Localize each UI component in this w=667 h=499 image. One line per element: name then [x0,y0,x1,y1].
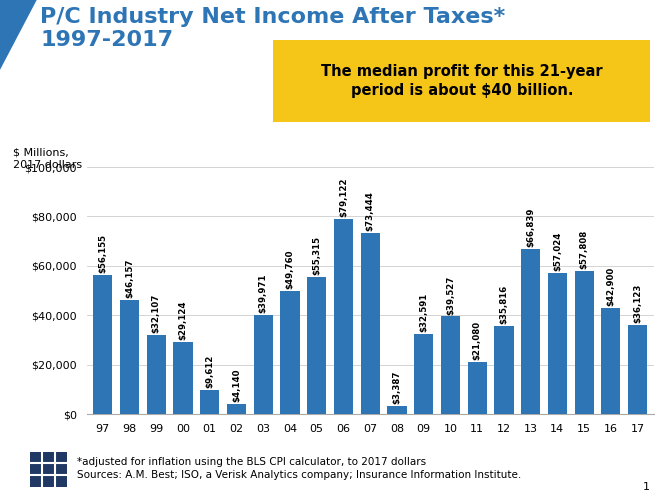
Text: $57,808: $57,808 [580,230,589,269]
Bar [173,342,193,414]
Text: $3,387: $3,387 [392,370,402,404]
Text: $46,157: $46,157 [125,258,134,298]
Text: $35,816: $35,816 [500,284,508,324]
Bar [93,275,112,414]
Bar [334,219,353,414]
Text: $79,122: $79,122 [339,177,348,217]
Text: $39,527: $39,527 [446,275,455,314]
Text: $9,612: $9,612 [205,355,214,388]
Bar [307,277,326,414]
Text: The median profit for this 21-year
period is about $40 billion.: The median profit for this 21-year perio… [321,64,603,98]
Bar [548,273,567,414]
Text: $56,155: $56,155 [98,235,107,273]
Text: $32,591: $32,591 [419,292,428,332]
Text: 1: 1 [644,482,650,492]
Text: $66,839: $66,839 [526,208,535,247]
Text: $32,107: $32,107 [151,293,161,333]
Text: $49,760: $49,760 [285,250,294,289]
Text: $55,315: $55,315 [312,237,321,275]
Bar [388,406,407,414]
Bar [414,334,434,414]
Text: $36,123: $36,123 [633,283,642,323]
Bar [147,335,166,414]
Bar [253,315,273,414]
Bar [468,362,487,414]
Bar [280,291,299,414]
Bar [521,249,540,414]
Text: $42,900: $42,900 [606,267,616,306]
Text: $ Millions,
2017 dollars: $ Millions, 2017 dollars [13,147,83,170]
Bar [441,316,460,414]
Text: $29,124: $29,124 [179,301,187,340]
Bar [574,271,594,414]
Bar [628,325,647,414]
Bar [227,404,246,414]
Bar [200,390,219,414]
Text: *adjusted for inflation using the BLS CPI calculator, to 2017 dollars
Sources: A: *adjusted for inflation using the BLS CP… [77,457,521,480]
Text: $4,140: $4,140 [232,368,241,402]
Bar [601,308,620,414]
Text: $57,024: $57,024 [553,232,562,271]
Text: P/C Industry Net Income After Taxes*
1997-2017: P/C Industry Net Income After Taxes* 199… [40,7,506,50]
Text: $73,444: $73,444 [366,191,375,231]
Text: $39,971: $39,971 [259,274,267,313]
Text: $21,080: $21,080 [473,321,482,360]
Bar [494,326,514,414]
Bar [361,233,380,414]
Bar [120,300,139,414]
